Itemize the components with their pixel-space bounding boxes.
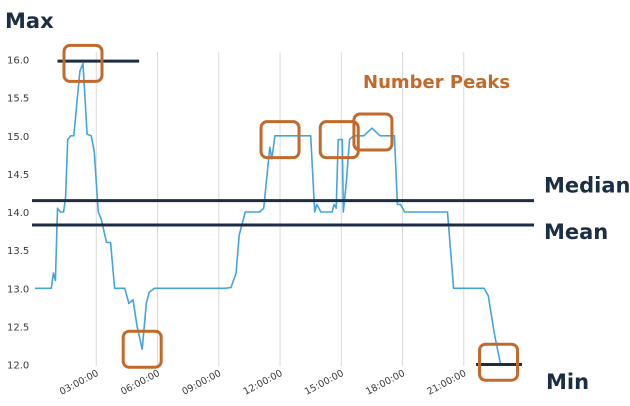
peak-box-4 [318, 120, 360, 160]
peak-boxes [62, 43, 520, 382]
x-tick-label: 18:00:00 [364, 368, 407, 398]
x-tick-label: 15:00:00 [303, 368, 346, 398]
ref-label-median: Median [544, 174, 630, 198]
vertical-grid [95, 52, 465, 366]
peak-box-1 [62, 43, 104, 83]
y-tick-label: 13.0 [7, 284, 29, 295]
y-tick-label: 14.5 [7, 170, 29, 181]
y-tick-label: 16.0 [7, 56, 29, 67]
number-peaks-label: Number Peaks [363, 72, 510, 93]
peak-box-6 [478, 342, 520, 382]
series-layer [35, 62, 522, 366]
x-tick-label: 12:00:00 [242, 368, 285, 398]
y-tick-label: 12.0 [7, 360, 29, 371]
x-tick-label: 09:00:00 [180, 368, 223, 398]
x-axis-ticks: 03:00:00 06:00:00 09:00:00 12:00:00 15:00:00… [58, 368, 468, 398]
peak-box-5 [352, 112, 394, 152]
ref-label-max: Max [5, 9, 54, 33]
peak-box-2 [121, 329, 163, 369]
y-axis-ticks: 16.0 15.5 15.0 14.5 14.0 13.5 13.0 12.5 12.0 [7, 56, 29, 372]
x-tick-label: 03:00:00 [58, 368, 101, 398]
y-tick-label: 13.5 [7, 246, 29, 257]
x-tick-label: 06:00:00 [119, 368, 162, 398]
y-tick-label: 12.5 [7, 322, 29, 333]
y-tick-label: 15.0 [7, 132, 29, 143]
peak-box-3 [259, 120, 301, 160]
reference-labels: Max Median Mean Min Number Peaks [5, 9, 630, 394]
series-line [35, 62, 522, 366]
y-tick-label: 15.5 [7, 94, 29, 105]
y-tick-label: 14.0 [7, 208, 29, 219]
x-tick-label: 21:00:00 [425, 368, 468, 398]
reference-lines [32, 59, 534, 366]
ref-label-mean: Mean [544, 220, 608, 244]
ref-label-min: Min [546, 370, 589, 394]
